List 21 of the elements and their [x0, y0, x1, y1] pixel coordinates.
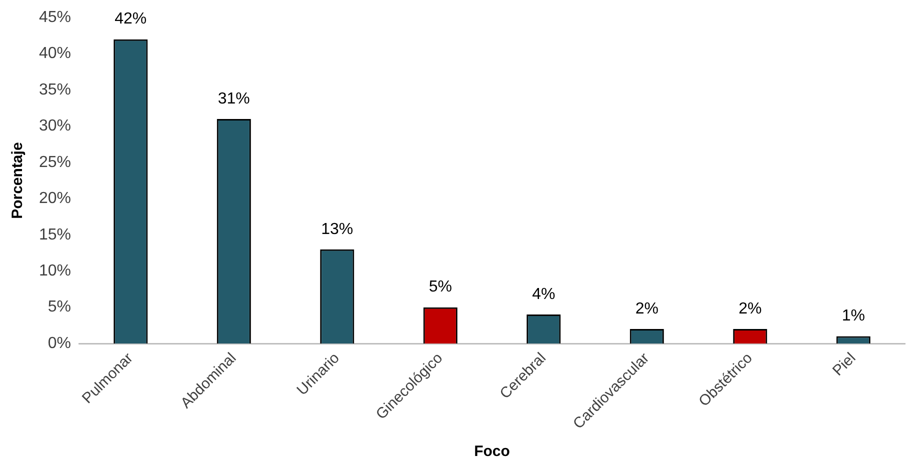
- y-tick-label: 45%: [38, 9, 72, 26]
- y-tick-label: 35%: [38, 81, 72, 98]
- data-label: 13%: [321, 220, 354, 238]
- data-label: 2%: [738, 300, 762, 318]
- data-label: 2%: [635, 300, 658, 318]
- y-tick-label: 30%: [38, 118, 72, 135]
- data-label: 1%: [842, 308, 865, 325]
- y-tick-label: 5%: [48, 298, 72, 316]
- y-tick-label: 0%: [48, 334, 72, 352]
- y-tick-label: 20%: [38, 190, 72, 208]
- x-tick-label: Piel: [829, 350, 860, 380]
- y-axis-title: Porcentaje: [9, 142, 26, 219]
- data-label: 5%: [428, 278, 452, 296]
- y-tick-label: 25%: [38, 154, 72, 171]
- data-label: 42%: [114, 10, 147, 28]
- y-tick-label: 15%: [38, 226, 72, 244]
- y-tick-label: 10%: [38, 262, 72, 280]
- y-tick-label: 40%: [38, 45, 72, 62]
- x-axis-title: Foco: [474, 443, 510, 460]
- data-label: 31%: [218, 90, 250, 108]
- data-label: 4%: [532, 286, 556, 303]
